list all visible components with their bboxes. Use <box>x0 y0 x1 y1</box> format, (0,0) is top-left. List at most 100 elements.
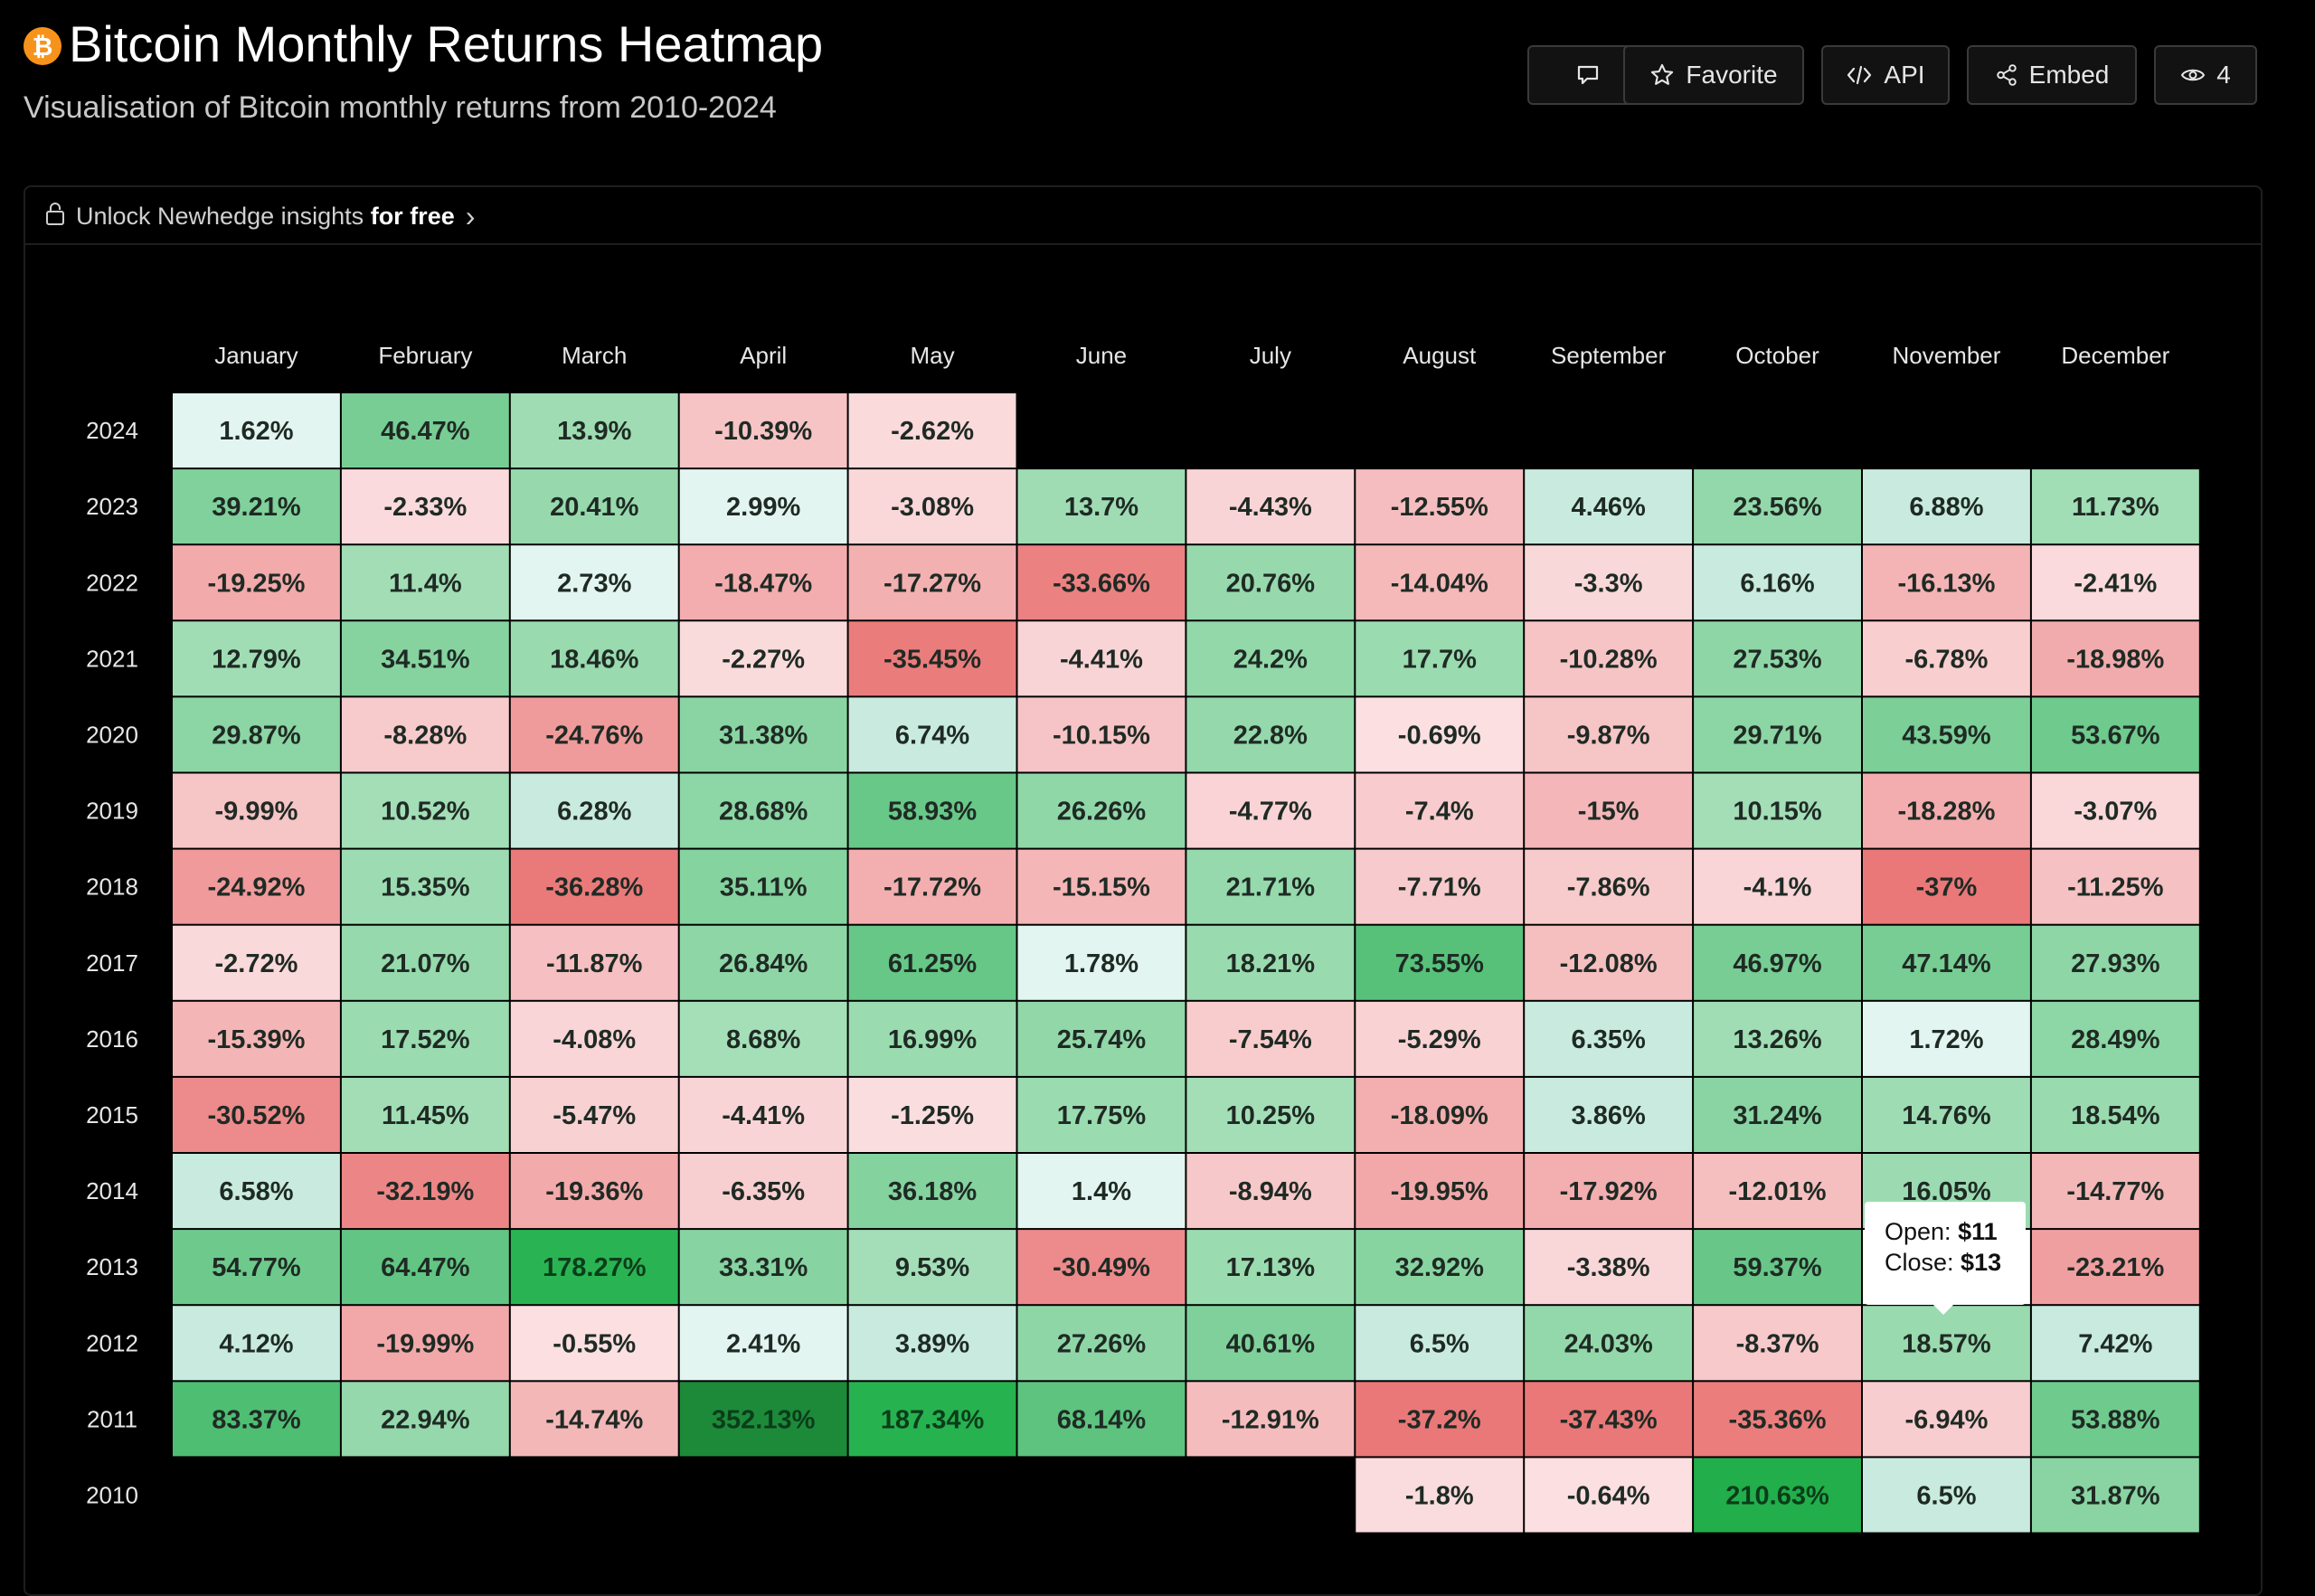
heatmap-cell[interactable] <box>341 545 509 620</box>
heatmap-cell[interactable] <box>341 1230 509 1305</box>
heatmap-cell[interactable] <box>1186 1077 1355 1152</box>
heatmap-cell[interactable] <box>2031 469 2199 544</box>
heatmap-cell[interactable] <box>848 545 1016 620</box>
embed-button[interactable]: Embed <box>1967 45 2137 105</box>
heatmap-cell[interactable] <box>679 697 847 772</box>
heatmap-cell[interactable] <box>510 545 678 620</box>
heatmap-cell[interactable] <box>173 849 340 924</box>
heatmap-cell[interactable] <box>1525 621 1693 696</box>
heatmap-cell[interactable] <box>1863 1382 2030 1457</box>
heatmap-cell[interactable] <box>2031 1230 2199 1305</box>
heatmap-cell[interactable] <box>1186 1306 1355 1381</box>
heatmap-cell[interactable] <box>679 925 847 1000</box>
heatmap-cell[interactable] <box>1525 697 1693 772</box>
heatmap-cell[interactable] <box>848 773 1016 848</box>
heatmap-cell[interactable] <box>1694 1306 1861 1381</box>
heatmap-cell[interactable] <box>173 469 340 544</box>
heatmap-cell[interactable] <box>1017 773 1186 848</box>
heatmap-cell[interactable] <box>848 1382 1016 1457</box>
heatmap-cell[interactable] <box>1525 545 1693 620</box>
heatmap-cell[interactable] <box>510 1306 678 1381</box>
heatmap-cell[interactable] <box>1863 925 2030 1000</box>
heatmap-cell[interactable] <box>1017 925 1186 1000</box>
heatmap-cell[interactable] <box>1186 621 1355 696</box>
heatmap-cell[interactable] <box>1186 697 1355 772</box>
heatmap-cell[interactable] <box>173 545 340 620</box>
heatmap-cell[interactable] <box>510 621 678 696</box>
heatmap-cell[interactable] <box>1017 1382 1186 1457</box>
heatmap-cell[interactable] <box>1863 1001 2030 1076</box>
heatmap-cell[interactable] <box>1863 469 2030 544</box>
heatmap-cell[interactable] <box>848 1306 1016 1381</box>
heatmap-cell[interactable] <box>341 697 509 772</box>
heatmap-cell[interactable] <box>1017 1306 1186 1381</box>
heatmap-cell[interactable] <box>2031 1154 2199 1229</box>
heatmap-cell[interactable] <box>1694 1077 1861 1152</box>
heatmap-cell[interactable] <box>341 1077 509 1152</box>
heatmap-cell[interactable] <box>1694 469 1861 544</box>
heatmap-cell[interactable] <box>341 849 509 924</box>
heatmap-cell[interactable] <box>1356 1306 1524 1381</box>
heatmap-cell[interactable] <box>1186 1001 1355 1076</box>
heatmap-cell[interactable] <box>1525 1382 1693 1457</box>
heatmap-cell[interactable] <box>1017 1001 1186 1076</box>
heatmap-cell[interactable] <box>1525 925 1693 1000</box>
heatmap-cell[interactable] <box>1525 1154 1693 1229</box>
heatmap-cell[interactable] <box>341 773 509 848</box>
heatmap-cell[interactable] <box>1525 1077 1693 1152</box>
heatmap-cell[interactable] <box>2031 1001 2199 1076</box>
heatmap-cell[interactable] <box>173 393 340 468</box>
heatmap-cell[interactable] <box>1863 545 2030 620</box>
heatmap-cell[interactable] <box>173 1382 340 1457</box>
heatmap-cell[interactable] <box>848 1230 1016 1305</box>
heatmap-cell[interactable] <box>510 469 678 544</box>
heatmap-cell[interactable] <box>1694 849 1861 924</box>
heatmap-cell[interactable] <box>1863 697 2030 772</box>
heatmap-cell[interactable] <box>173 697 340 772</box>
heatmap-cell[interactable] <box>848 393 1016 468</box>
heatmap-cell[interactable] <box>1525 849 1693 924</box>
heatmap-cell[interactable] <box>341 1382 509 1457</box>
unlock-insights-link[interactable]: Unlock Newhedge insights for free › <box>45 200 475 232</box>
heatmap-cell[interactable] <box>1356 773 1524 848</box>
heatmap-cell[interactable] <box>341 393 509 468</box>
heatmap-cell[interactable] <box>1186 773 1355 848</box>
api-button[interactable]: API <box>1821 45 1950 105</box>
heatmap-cell[interactable] <box>848 1001 1016 1076</box>
heatmap-cell[interactable] <box>510 773 678 848</box>
heatmap-cell[interactable] <box>1694 1154 1861 1229</box>
heatmap-cell[interactable] <box>1186 545 1355 620</box>
heatmap-cell[interactable] <box>510 393 678 468</box>
heatmap-cell[interactable] <box>341 1001 509 1076</box>
heatmap-cell[interactable] <box>510 1154 678 1229</box>
heatmap-cell[interactable] <box>848 925 1016 1000</box>
heatmap-cell[interactable] <box>2031 545 2199 620</box>
heatmap-cell[interactable] <box>1863 849 2030 924</box>
heatmap-cell[interactable] <box>173 621 340 696</box>
heatmap-cell[interactable] <box>679 621 847 696</box>
heatmap-cell[interactable] <box>679 1382 847 1457</box>
heatmap-cell[interactable] <box>1694 621 1861 696</box>
heatmap-cell[interactable] <box>341 469 509 544</box>
heatmap-cell[interactable] <box>1186 849 1355 924</box>
heatmap-cell[interactable] <box>679 1230 847 1305</box>
heatmap-cell[interactable] <box>1017 621 1186 696</box>
heatmap-cell[interactable] <box>1186 1154 1355 1229</box>
heatmap-cell[interactable] <box>2031 1458 2199 1533</box>
heatmap-cell[interactable] <box>679 545 847 620</box>
heatmap-cell[interactable] <box>848 621 1016 696</box>
heatmap-cell[interactable] <box>1694 1001 1861 1076</box>
heatmap-cell[interactable] <box>848 697 1016 772</box>
heatmap-cell[interactable] <box>173 1001 340 1076</box>
heatmap-cell[interactable] <box>1356 849 1524 924</box>
heatmap-cell[interactable] <box>1017 1077 1186 1152</box>
heatmap-cell[interactable] <box>341 1154 509 1229</box>
heatmap-cell[interactable] <box>510 1230 678 1305</box>
heatmap-cell[interactable] <box>679 393 847 468</box>
heatmap-cell[interactable] <box>1356 1382 1524 1457</box>
heatmap-cell[interactable] <box>1356 697 1524 772</box>
heatmap-cell[interactable] <box>1186 925 1355 1000</box>
heatmap-cell[interactable] <box>1356 1458 1524 1533</box>
heatmap-cell[interactable] <box>510 849 678 924</box>
heatmap-cell[interactable] <box>1525 773 1693 848</box>
